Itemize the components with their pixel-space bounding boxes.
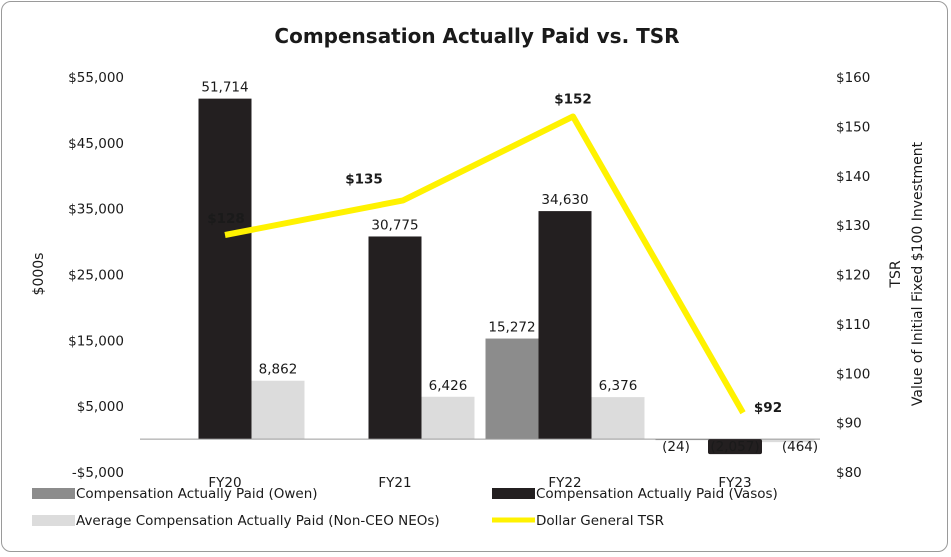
bar [421, 396, 475, 440]
bar-data-label: 51,714 [201, 80, 248, 96]
legend-swatch [32, 515, 75, 526]
bar-data-label: (2,057) [710, 439, 759, 455]
legend-label: Compensation Actually Paid (Owen) [76, 486, 318, 502]
y2-tick-label: $140 [836, 169, 870, 185]
bar [761, 439, 815, 443]
y-axis-title: $000s [31, 253, 47, 296]
y2-tick-label: $110 [836, 317, 870, 333]
bar-data-label: 6,376 [599, 378, 638, 394]
x-tick-label: FY22 [548, 475, 581, 491]
tsr-data-label: $152 [554, 92, 592, 108]
y2-axis-title-line2: Value of Initial Fixed $100 Investment [910, 141, 926, 406]
bar-label-background [708, 439, 762, 455]
legend-label: Average Compensation Actually Paid (Non-… [76, 513, 440, 529]
y-tick-label: $35,000 [68, 202, 124, 218]
legend-label: Compensation Actually Paid (Vasos) [536, 486, 778, 502]
legend-label: Dollar General TSR [536, 513, 664, 529]
y-tick-label: $15,000 [68, 333, 124, 349]
y2-tick-label: $160 [836, 70, 870, 86]
y-tick-label: $45,000 [68, 136, 124, 152]
bar [251, 380, 305, 440]
y-tick-label: $55,000 [68, 70, 124, 86]
y2-axis-title-line1: TSR [888, 260, 904, 288]
legend-swatch [32, 488, 75, 499]
y2-tick-label: $90 [836, 416, 862, 432]
bar-data-label: 8,862 [259, 362, 298, 378]
bar [368, 236, 422, 440]
x-tick-label: FY21 [378, 475, 411, 491]
tsr-data-label: $92 [754, 400, 782, 416]
chart-title: Compensation Actually Paid vs. TSR [274, 24, 679, 48]
bar-data-label: 6,426 [429, 378, 468, 394]
bar-data-label: 30,775 [371, 217, 418, 233]
y2-tick-label: $80 [836, 465, 862, 481]
bar [591, 397, 645, 440]
bar-data-label: 34,630 [541, 192, 588, 208]
bar-data-label: 15,272 [488, 320, 535, 336]
bar-data-label: (464) [782, 439, 818, 455]
tsr-line [224, 113, 746, 415]
y2-tick-label: $150 [836, 119, 870, 135]
y2-tick-label: $100 [836, 366, 870, 382]
legend-swatch [492, 488, 535, 499]
tsr-data-label: $128 [207, 211, 245, 227]
y-tick-label: $25,000 [68, 268, 124, 284]
bar [485, 338, 539, 440]
bar-data-label: (24) [662, 439, 690, 455]
tsr-data-label: $135 [345, 171, 383, 187]
bar [538, 211, 592, 440]
x-tick-label: FY20 [208, 475, 241, 491]
y2-tick-label: $130 [836, 218, 870, 234]
y-tick-label: $5,000 [77, 399, 124, 415]
y-tick-label: -$5,000 [72, 465, 124, 481]
bar [198, 98, 252, 440]
y2-tick-label: $120 [836, 268, 870, 284]
x-tick-label: FY23 [718, 475, 751, 491]
